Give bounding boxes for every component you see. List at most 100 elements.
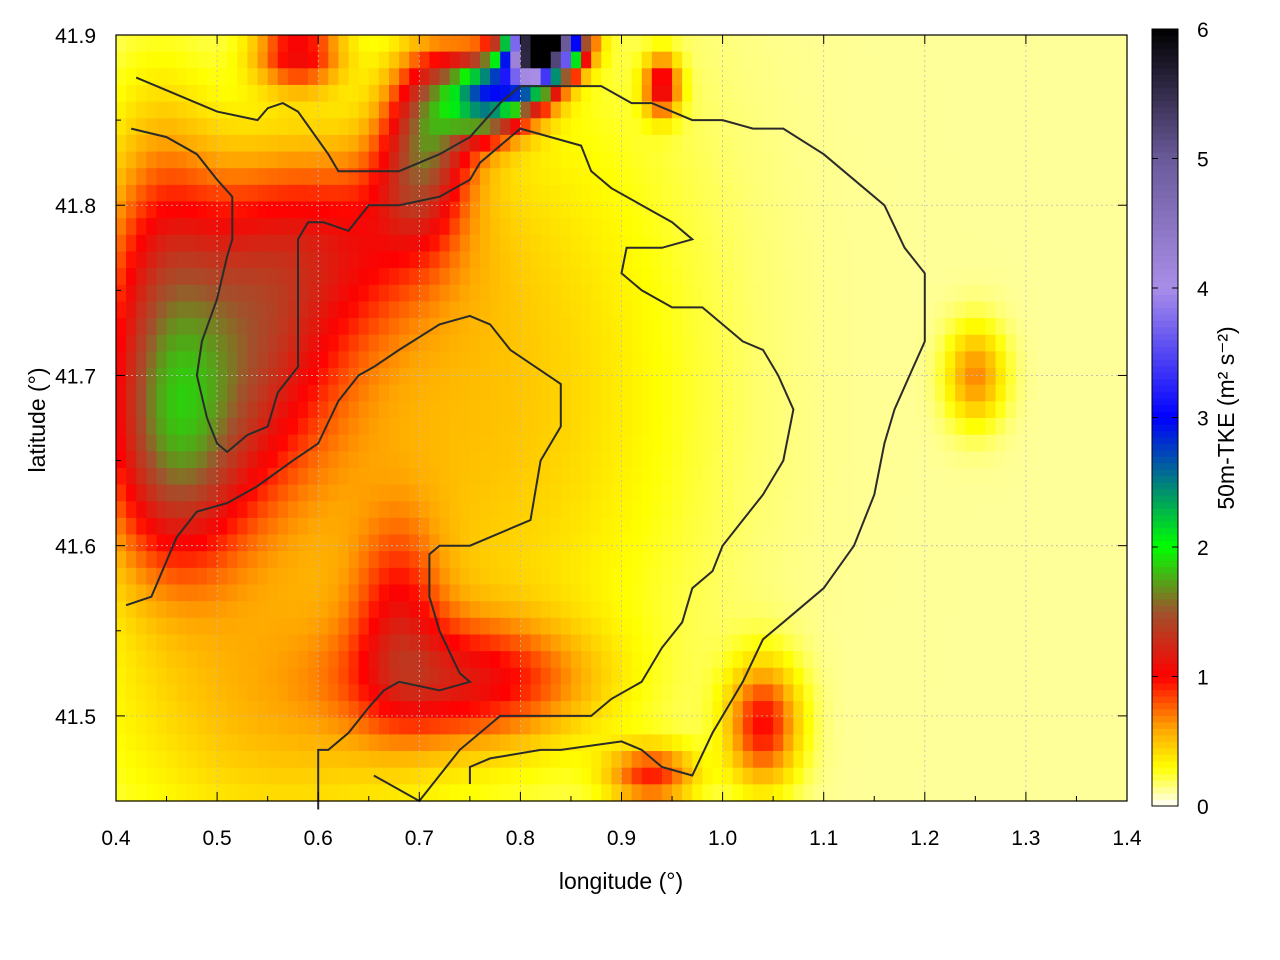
heatmap-cell bbox=[419, 284, 431, 303]
heatmap-cell bbox=[1086, 651, 1098, 669]
heatmap-cell bbox=[1046, 667, 1057, 686]
x-tick-label: 0.9 bbox=[607, 827, 636, 850]
heatmap-cell bbox=[692, 451, 703, 469]
heatmap-cell bbox=[692, 651, 703, 669]
heatmap-cell bbox=[985, 284, 997, 303]
heatmap-cell bbox=[894, 68, 906, 86]
heatmap-cell bbox=[1086, 84, 1098, 103]
heatmap-cell bbox=[611, 251, 623, 269]
heatmap-cell bbox=[510, 451, 521, 469]
heatmap-cell bbox=[742, 301, 754, 319]
heatmap-cell bbox=[793, 251, 805, 269]
heatmap-cell bbox=[621, 251, 633, 269]
heatmap-cell bbox=[358, 484, 370, 502]
heatmap-cell bbox=[247, 484, 259, 502]
heatmap-cell bbox=[732, 68, 744, 86]
heatmap-cell bbox=[237, 84, 249, 103]
heatmap-cell bbox=[975, 68, 987, 86]
heatmap-cell bbox=[965, 567, 976, 586]
heatmap-cell bbox=[1005, 418, 1017, 436]
heatmap-cell bbox=[570, 634, 582, 652]
heatmap-cell bbox=[1025, 368, 1037, 386]
heatmap-cell bbox=[479, 234, 491, 253]
heatmap-cell bbox=[722, 701, 734, 719]
heatmap-cell bbox=[540, 467, 552, 486]
heatmap-cell bbox=[287, 351, 299, 369]
heatmap-cell bbox=[712, 35, 724, 53]
heatmap-cell bbox=[247, 251, 259, 269]
heatmap-cell bbox=[651, 351, 663, 369]
heatmap-cell bbox=[368, 784, 380, 802]
heatmap-cell bbox=[540, 118, 552, 136]
heatmap-cell bbox=[1066, 434, 1078, 452]
heatmap-cell bbox=[641, 84, 653, 103]
heatmap-cell bbox=[550, 68, 562, 86]
heatmap-cell bbox=[570, 168, 582, 186]
heatmap-cell bbox=[277, 368, 289, 386]
heatmap-cell bbox=[1086, 734, 1098, 752]
heatmap-cell bbox=[1116, 318, 1128, 336]
heatmap-cell bbox=[1076, 517, 1088, 536]
colorbar-segment bbox=[1152, 644, 1178, 652]
heatmap-cell bbox=[773, 534, 784, 552]
heatmap-cell bbox=[338, 268, 350, 286]
heatmap-cell bbox=[581, 617, 592, 636]
heatmap-cell bbox=[297, 218, 309, 236]
heatmap-cell bbox=[368, 284, 380, 303]
heatmap-cell bbox=[126, 201, 137, 219]
heatmap-cell bbox=[136, 35, 147, 53]
heatmap-cell bbox=[267, 434, 279, 452]
heatmap-cell bbox=[702, 651, 714, 669]
heatmap-cell bbox=[530, 434, 542, 452]
heatmap-cell bbox=[692, 268, 703, 286]
heatmap-cell bbox=[378, 451, 390, 469]
heatmap-cell bbox=[388, 634, 400, 652]
heatmap-cell bbox=[823, 368, 835, 386]
heatmap-cell bbox=[884, 767, 896, 785]
heatmap-cell bbox=[399, 551, 410, 569]
heatmap-cell bbox=[399, 484, 410, 502]
heatmap-cell bbox=[277, 351, 289, 369]
heatmap-cell bbox=[742, 218, 754, 236]
heatmap-cell bbox=[399, 334, 410, 352]
heatmap-cell bbox=[591, 551, 602, 569]
heatmap-cell bbox=[297, 651, 309, 669]
heatmap-cell bbox=[1005, 184, 1017, 203]
heatmap-cell bbox=[813, 251, 825, 269]
heatmap-cell bbox=[156, 734, 168, 752]
heatmap-cell bbox=[641, 534, 653, 552]
heatmap-cell bbox=[1015, 551, 1027, 569]
heatmap-cell bbox=[530, 601, 542, 619]
heatmap-cell bbox=[206, 567, 218, 586]
heatmap-cell bbox=[257, 401, 269, 419]
heatmap-cell bbox=[308, 184, 319, 203]
heatmap-cell bbox=[783, 784, 794, 802]
heatmap-cell bbox=[267, 35, 279, 53]
heatmap-cell bbox=[1015, 368, 1027, 386]
heatmap-cell bbox=[469, 151, 481, 169]
heatmap-cell bbox=[1086, 334, 1098, 352]
heatmap-cell bbox=[601, 784, 612, 802]
heatmap-cell bbox=[146, 218, 158, 236]
heatmap-cell bbox=[672, 434, 683, 452]
heatmap-cell bbox=[945, 201, 956, 219]
heatmap-cell bbox=[601, 201, 612, 219]
heatmap-cell bbox=[318, 517, 329, 536]
heatmap-cell bbox=[287, 717, 299, 735]
heatmap-cell bbox=[146, 684, 158, 702]
heatmap-cell bbox=[227, 284, 238, 303]
heatmap-cell bbox=[1086, 751, 1098, 769]
heatmap-cell bbox=[611, 684, 623, 702]
heatmap-cell bbox=[146, 551, 158, 569]
heatmap-cell bbox=[955, 501, 966, 519]
heatmap-cell bbox=[156, 151, 168, 169]
heatmap-cell bbox=[399, 567, 410, 586]
heatmap-cell bbox=[186, 634, 198, 652]
heatmap-cell bbox=[651, 717, 663, 735]
colorbar-tick-label: 3 bbox=[1197, 408, 1209, 431]
heatmap-cell bbox=[368, 401, 380, 419]
colorbar-segment bbox=[1152, 262, 1178, 270]
heatmap-cell bbox=[975, 368, 987, 386]
heatmap-cell bbox=[1005, 601, 1017, 619]
